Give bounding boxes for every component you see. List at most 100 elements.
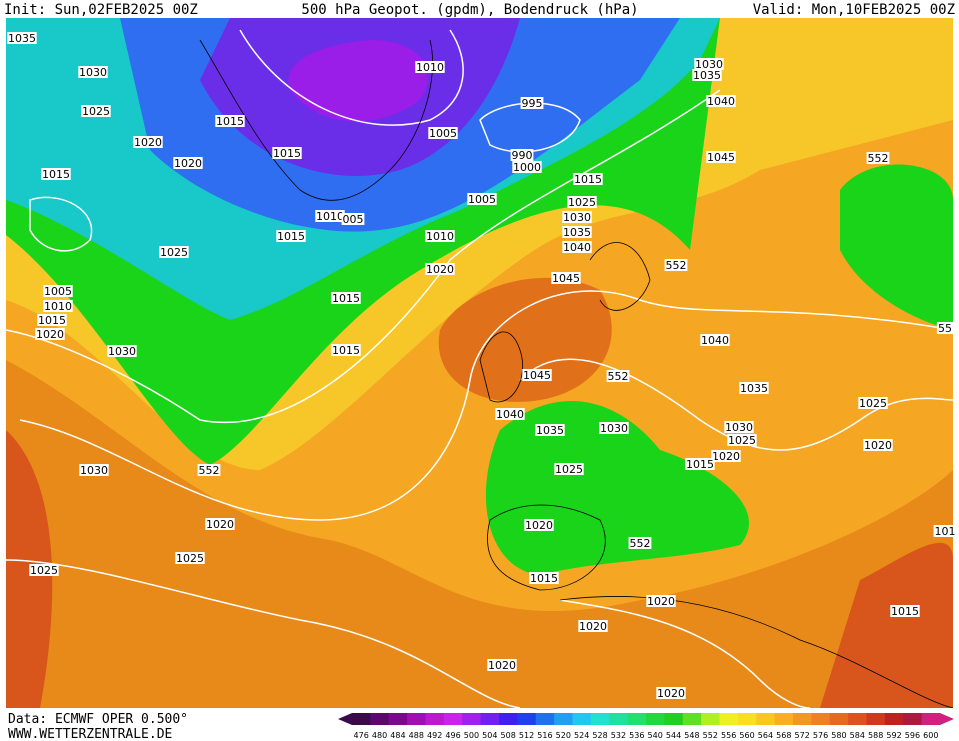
isobar-label: 1030 — [695, 58, 723, 71]
colorbar-label: 552 — [703, 731, 718, 740]
label-box — [159, 246, 189, 258]
isobar-label: 1015 — [332, 292, 360, 305]
label-box — [529, 572, 559, 584]
isobar-label: 990 — [512, 149, 533, 162]
colorbar-label: 500 — [464, 731, 479, 740]
label-box — [700, 334, 730, 346]
colorbar-label: 524 — [574, 731, 589, 740]
isobar-label: 1010 — [426, 230, 454, 243]
coastline — [589, 242, 651, 311]
colorbar-cell — [425, 713, 445, 725]
colorbar: 476 480 484 488 492 496 500 504 508 512 516 520 524 5… — [338, 713, 954, 740]
isobar-label: 1015 — [38, 314, 66, 327]
isobar-label: 552 — [199, 464, 220, 477]
colorbar-arrow-right — [940, 713, 954, 725]
label-box — [512, 161, 542, 173]
isobar-label: 1025 — [568, 196, 596, 209]
isobar-label: 1020 — [134, 136, 162, 149]
colorbar-label: 560 — [739, 731, 754, 740]
colorbar-label: 492 — [427, 731, 442, 740]
label-box — [711, 450, 741, 462]
isobar-label: 1045 — [552, 272, 580, 285]
colorbar-label: 572 — [795, 731, 810, 740]
isobar-label: 552 — [666, 259, 687, 272]
isobar-labels: 1035103010251020102010151015101099510059… — [7, 32, 957, 700]
isobar-label: 1040 — [496, 408, 524, 421]
colorbar-label: 528 — [592, 731, 607, 740]
label-box — [205, 518, 235, 530]
isobar-label: 1015 — [273, 147, 301, 160]
label-box — [524, 519, 554, 531]
colorbar-label: 512 — [519, 731, 534, 740]
colorbar-label: 600 — [923, 731, 938, 740]
colorbar-label: 484 — [390, 731, 405, 740]
label-box — [315, 210, 345, 222]
isobar-label: 1025 — [176, 552, 204, 565]
colorbar-cell — [903, 713, 923, 725]
coastlines — [199, 39, 954, 709]
isobar — [559, 599, 811, 709]
isobar-label: 1035 — [693, 69, 721, 82]
colorbar-label: 476 — [354, 731, 369, 740]
colorbar-cell — [480, 713, 500, 725]
colorbar-label: 592 — [886, 731, 901, 740]
colorbar-label: 540 — [648, 731, 663, 740]
isobar-label: 1000 — [513, 161, 541, 174]
colorbar-cell — [774, 713, 794, 725]
colorbar-arrow-left — [338, 713, 352, 725]
colorbar-label: 568 — [776, 731, 791, 740]
isobar-label: 1010 — [44, 300, 72, 313]
label-box — [341, 213, 365, 225]
label-box — [694, 58, 724, 70]
isobar-label: 1020 — [36, 328, 64, 341]
colorbar-label: 508 — [501, 731, 516, 740]
isobar-label: 1010 — [416, 61, 444, 74]
label-box — [692, 69, 722, 81]
label-box — [578, 620, 608, 632]
colorbar-cell — [627, 713, 647, 725]
colorbar-cell — [829, 713, 849, 725]
init-time: Init: Sun,02FEB2025 00Z — [4, 2, 198, 18]
label-box — [724, 421, 754, 433]
isobar-label: 1030 — [563, 211, 591, 224]
isobar-label: 1020 — [488, 659, 516, 672]
colorbar-cell — [443, 713, 463, 725]
isobar-label: 1015 — [530, 572, 558, 585]
isobar-label: 1015 — [42, 168, 70, 181]
label-box — [415, 61, 445, 73]
colorbar-cell — [756, 713, 776, 725]
label-box — [510, 149, 534, 161]
label-box — [487, 659, 517, 671]
isobar-label: 552 — [868, 152, 889, 165]
label-box — [706, 95, 736, 107]
colorbar-cell — [737, 713, 757, 725]
colorbar-cell — [462, 713, 482, 725]
isobar-label: 1035 — [536, 424, 564, 437]
label-box — [331, 292, 361, 304]
label-box — [933, 525, 957, 537]
colorbar-cell — [499, 713, 518, 725]
colorbar-label: 480 — [372, 731, 387, 740]
isobar-label: 1005 — [468, 193, 496, 206]
label-box — [107, 345, 137, 357]
label-box — [562, 211, 592, 223]
colorbar-cell — [535, 713, 555, 725]
coastline — [487, 504, 606, 591]
map-title: 500 hPa Geopot. (gpdm), Bodendruck (hPa) — [301, 2, 638, 18]
field-red-west — [6, 430, 53, 708]
isobar-label: 005 — [343, 213, 364, 226]
isobar-label: 1035 — [740, 382, 768, 395]
isobar-label: 1020 — [864, 439, 892, 452]
isobar-label: 1035 — [563, 226, 591, 239]
isobar-label: 1045 — [707, 151, 735, 164]
field — [6, 18, 953, 708]
isobar-label: 1015 — [686, 458, 714, 471]
isobar-label: 1015 — [574, 173, 602, 186]
colorbar-cell — [407, 713, 426, 725]
colorbar-cell — [811, 713, 831, 725]
header-band — [0, 0, 959, 18]
field-red-east — [820, 542, 953, 708]
label-box — [656, 687, 686, 699]
isobar — [19, 290, 954, 521]
colorbar-cell — [572, 713, 592, 725]
